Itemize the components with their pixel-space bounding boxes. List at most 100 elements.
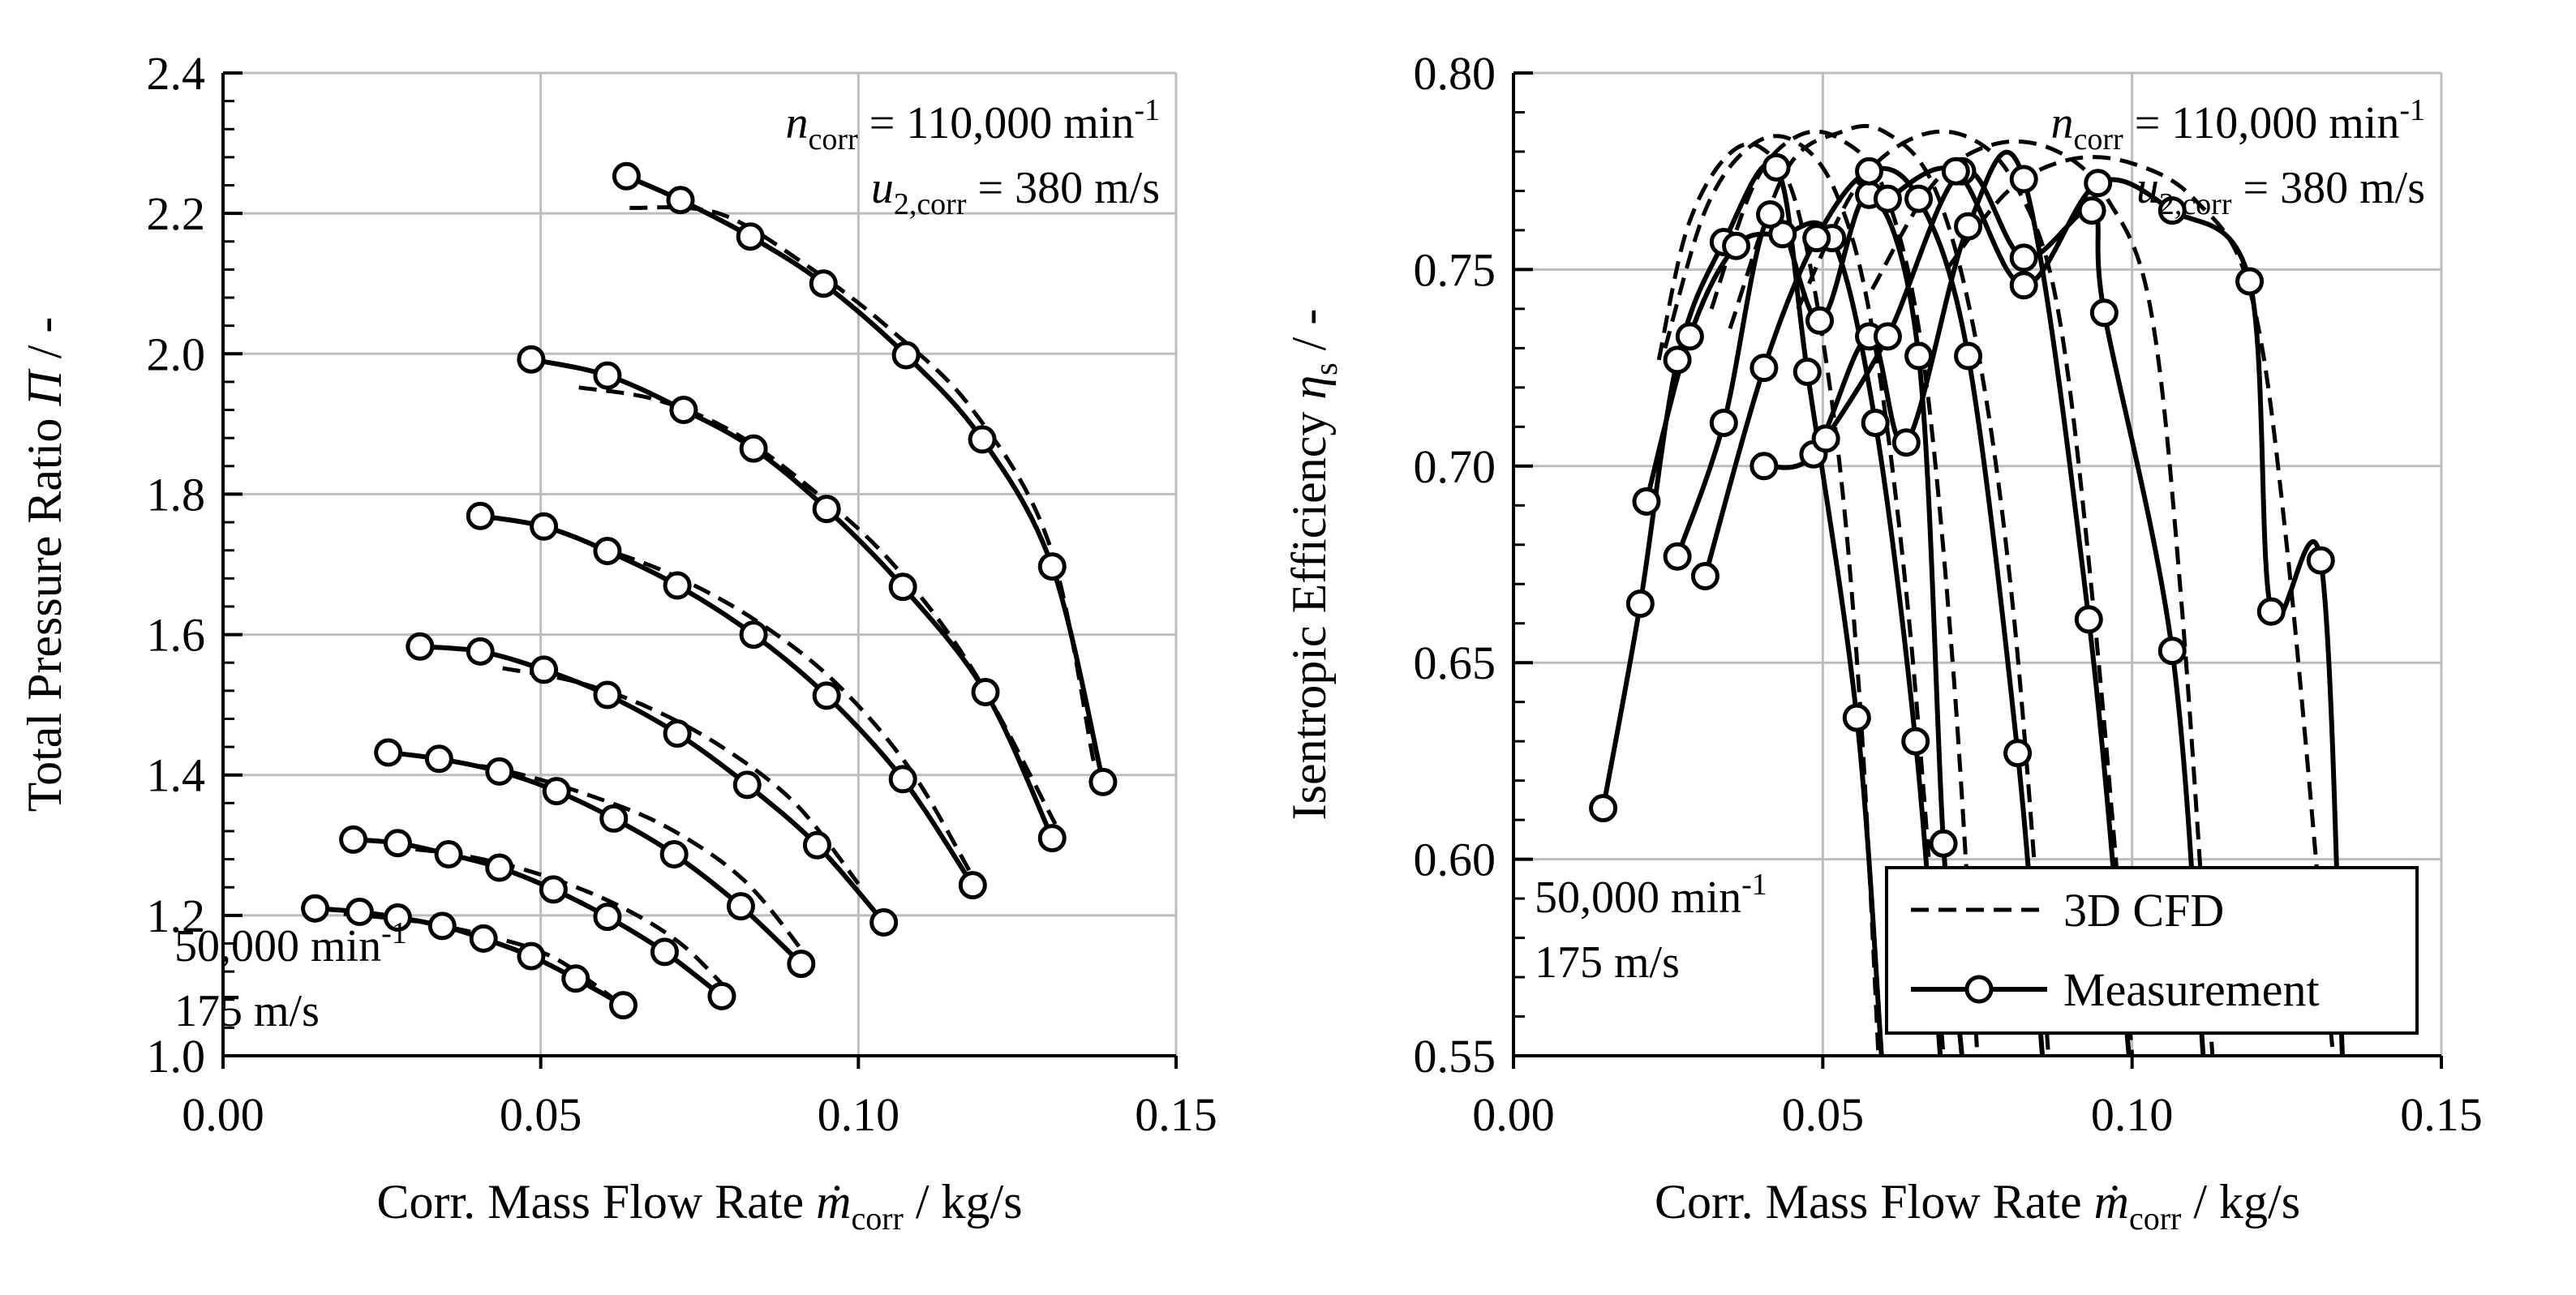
measurement-point — [1037, 824, 1067, 853]
measurement-point — [1873, 184, 1902, 213]
measurement-series-line — [625, 174, 1106, 783]
y-tick-label: 2.2 — [147, 187, 206, 240]
measurement-point — [1873, 322, 1902, 351]
cfd-series-line — [426, 755, 809, 959]
measurement-point — [1954, 212, 1983, 241]
measurement-point — [650, 937, 679, 967]
measurement-point — [1750, 452, 1779, 481]
measurement-point — [669, 396, 698, 425]
y-tick-label: 1.6 — [147, 609, 206, 662]
measurement-point — [1037, 552, 1067, 581]
measurement-point — [2009, 243, 2038, 272]
annotation-bottom-tip-speed: 175 m/s — [1535, 937, 1680, 988]
measurement-point — [485, 757, 514, 786]
measurement-point — [1792, 357, 1822, 386]
measurement-point — [383, 829, 412, 858]
legend: 3D CFD Measurement — [1885, 866, 2419, 1035]
efficiency-chart: 0.00 0.05 0.10 0.15 0.55 0.60 0.65 0.70 0.75 0.80… — [1282, 47, 2483, 1237]
measurement-point — [968, 425, 997, 454]
measurement-point — [593, 680, 622, 710]
y-tick-label: 2.4 — [147, 47, 206, 100]
measurement-point — [517, 941, 546, 971]
measurement-point — [1941, 157, 1970, 186]
measurement-series-line — [479, 513, 975, 887]
x-tick-label: 0.15 — [1135, 1088, 1217, 1141]
legend-measurement-label: Measurement — [2063, 963, 2320, 1016]
cfd-series-line — [1796, 129, 2135, 1056]
x-tick-label: 0.05 — [1782, 1088, 1865, 1141]
measurement-point — [891, 341, 921, 370]
measurement-point — [339, 825, 368, 854]
cfd-series-line — [1728, 123, 2051, 1056]
measurement-point — [1756, 200, 1785, 229]
measurement-point — [612, 161, 641, 191]
measurement-point — [732, 770, 762, 800]
measurement-point — [406, 632, 435, 661]
measurement-point — [345, 898, 374, 927]
measurement-point — [812, 681, 841, 710]
y-tick-label: 1.2 — [147, 890, 206, 942]
measurement-point — [1690, 562, 1719, 591]
x-axis-title: Corr. Mass Flow Rate ṁcorr / kg/s — [1655, 1175, 2300, 1237]
measurement-point — [1929, 829, 1958, 858]
measurement-point — [2157, 637, 2187, 666]
measurement-point — [787, 950, 816, 979]
measurement-point — [1663, 345, 1692, 375]
y-tick-label: 0.80 — [1414, 47, 1496, 100]
legend-box — [1885, 866, 2419, 1035]
measurement-point — [1811, 424, 1840, 453]
measurement-point — [542, 777, 571, 806]
annotation-bottom-tip-speed: 175 m/s — [174, 986, 320, 1036]
measurement-series-line — [1644, 220, 1943, 1056]
measurement-point — [469, 924, 498, 953]
measurement-point — [971, 678, 1000, 707]
x-tick-label: 0.05 — [500, 1088, 582, 1141]
measurement-series-line — [419, 644, 886, 924]
measurement-point — [888, 765, 917, 794]
measurement-point — [1722, 231, 1751, 260]
annotation-top-tip-speed: u2,corr = 380 m/s — [871, 163, 1160, 221]
x-axis-title: Corr. Mass Flow Rate ṁcorr / kg/s — [376, 1175, 1022, 1237]
measurement-point — [736, 222, 765, 251]
measurement-point — [593, 361, 622, 390]
y-tick-label: 0.55 — [1414, 1030, 1496, 1083]
y-tick-label: 1.4 — [147, 749, 206, 802]
measurement-point — [2009, 271, 2038, 300]
measurement-point — [593, 537, 622, 566]
measurement-point — [1589, 794, 1618, 823]
measurement-point — [739, 620, 768, 650]
measurement-point — [1842, 703, 1871, 732]
measurement-point — [1750, 354, 1779, 383]
measurement-point — [2235, 267, 2265, 296]
x-tick-label: 0.10 — [2091, 1088, 2174, 1141]
y-tick-label: 0.65 — [1414, 637, 1496, 689]
measurement-point — [427, 911, 457, 941]
measurement-point — [2084, 169, 2113, 198]
measurement-point — [812, 495, 841, 524]
annotation-top-speed: ncorr = 110,000 min-1 — [2051, 93, 2425, 157]
y-axis-title: Isentropic Efficiency ηs / - — [1282, 309, 1344, 821]
y-axis-title: Total Pressure Ratio Π / - — [18, 317, 71, 813]
measurement-point — [2256, 597, 2286, 626]
measurement-point — [2074, 605, 2103, 634]
measurement-point — [1768, 220, 1797, 249]
y-tick-label: 0.75 — [1414, 243, 1496, 296]
measurement-point — [663, 719, 692, 748]
measurement-point — [1625, 589, 1655, 618]
measurement-point — [383, 903, 412, 932]
measurement-point — [599, 804, 629, 833]
annotation-bottom-speed: 50,000 min-1 — [1535, 868, 1767, 923]
x-tick-label: 0.00 — [1472, 1088, 1555, 1141]
measurement-point — [888, 572, 917, 602]
measurement-point — [1762, 152, 1791, 182]
measurement-point — [1805, 306, 1835, 335]
measurement-point — [1632, 487, 1661, 516]
measurement-point — [958, 871, 987, 900]
measurement-point — [1709, 408, 1738, 437]
measurement-point — [609, 991, 638, 1020]
measurement-point — [539, 875, 568, 904]
measurement-point — [374, 738, 403, 767]
measurement-point — [1088, 767, 1118, 796]
pressure-ratio-chart: 0.00 0.05 0.10 0.15 1.0 1.2 1.4 1.6 1.8 2.0 2.2 2.4… — [18, 47, 1217, 1237]
